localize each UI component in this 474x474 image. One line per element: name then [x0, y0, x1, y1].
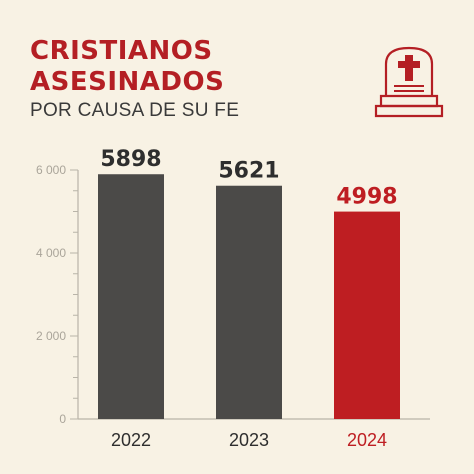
title-line-1: CRISTIANOS [30, 36, 213, 66]
x-tick-label-2024: 2024 [347, 430, 387, 450]
y-tick-label: 4 000 [36, 246, 66, 260]
y-tick-label: 2 000 [36, 329, 66, 343]
bar-2024 [334, 211, 400, 419]
header: CRISTIANOS ASESINADOS POR CAUSA DE SU FE [30, 36, 239, 122]
title-line-2: ASESINADOS [30, 67, 225, 97]
tombstone-cross-icon [374, 44, 444, 120]
bar-2022 [98, 174, 164, 419]
x-tick-label-2023: 2023 [229, 430, 269, 450]
data-label-2022: 5898 [100, 147, 161, 172]
y-tick-label: 0 [59, 412, 66, 426]
data-label-2023: 5621 [218, 159, 279, 184]
y-tick-label: 6 000 [36, 163, 66, 177]
subtitle: POR CAUSA DE SU FE [30, 100, 240, 121]
x-tick-label-2022: 2022 [111, 430, 151, 450]
data-label-2024: 4998 [336, 185, 397, 210]
bar-2023 [216, 185, 282, 419]
